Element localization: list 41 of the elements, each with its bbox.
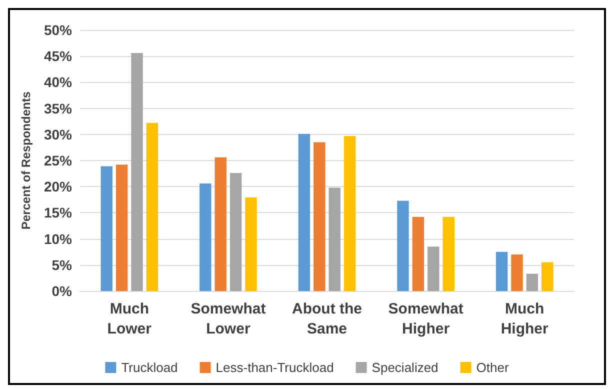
- y-tick-label: 10%: [44, 230, 73, 247]
- bar: [146, 122, 158, 291]
- x-tick-label: Much Lower: [107, 300, 152, 338]
- y-tick-label: 20%: [44, 178, 73, 195]
- bar: [131, 52, 143, 291]
- x-tick-label: About the Same: [292, 300, 362, 338]
- y-tick-label: 35%: [44, 100, 73, 116]
- bar: [298, 134, 310, 291]
- bar: [526, 274, 538, 291]
- bar: [344, 136, 356, 291]
- bar: [328, 188, 340, 291]
- x-tick-label: Somewhat Lower: [190, 300, 266, 338]
- y-tick-label: 15%: [44, 204, 73, 221]
- y-tick-label: 45%: [44, 48, 73, 64]
- bar: [428, 246, 440, 291]
- bar: [511, 254, 523, 291]
- bar: [314, 142, 326, 291]
- bar: [542, 262, 554, 291]
- bar: [214, 157, 226, 291]
- y-tick-label: 25%: [44, 152, 73, 168]
- bar: [442, 216, 454, 291]
- bar: [100, 166, 112, 291]
- x-tick-label: Somewhat Higher: [388, 300, 464, 338]
- legend-label: Less-than-Truckload: [216, 360, 334, 375]
- bar: [245, 198, 257, 291]
- legend-label: Other: [476, 360, 510, 375]
- bar: [496, 252, 508, 291]
- y-tick-label: 30%: [44, 126, 73, 142]
- bar: [116, 164, 128, 291]
- y-tick-label: 5%: [52, 256, 73, 273]
- y-tick-label: 50%: [44, 22, 73, 38]
- legend-label: Specialized: [372, 360, 438, 375]
- y-tick-label: 0%: [52, 283, 73, 299]
- legend-label: Truckload: [121, 360, 178, 375]
- bar: [230, 173, 242, 291]
- y-axis-title: Percent of Respondents: [19, 91, 33, 230]
- x-tick-label: Much Higher: [500, 300, 549, 338]
- bar: [412, 216, 424, 291]
- bar: [200, 183, 212, 291]
- y-tick-label: 40%: [44, 74, 73, 90]
- bar: [397, 200, 409, 291]
